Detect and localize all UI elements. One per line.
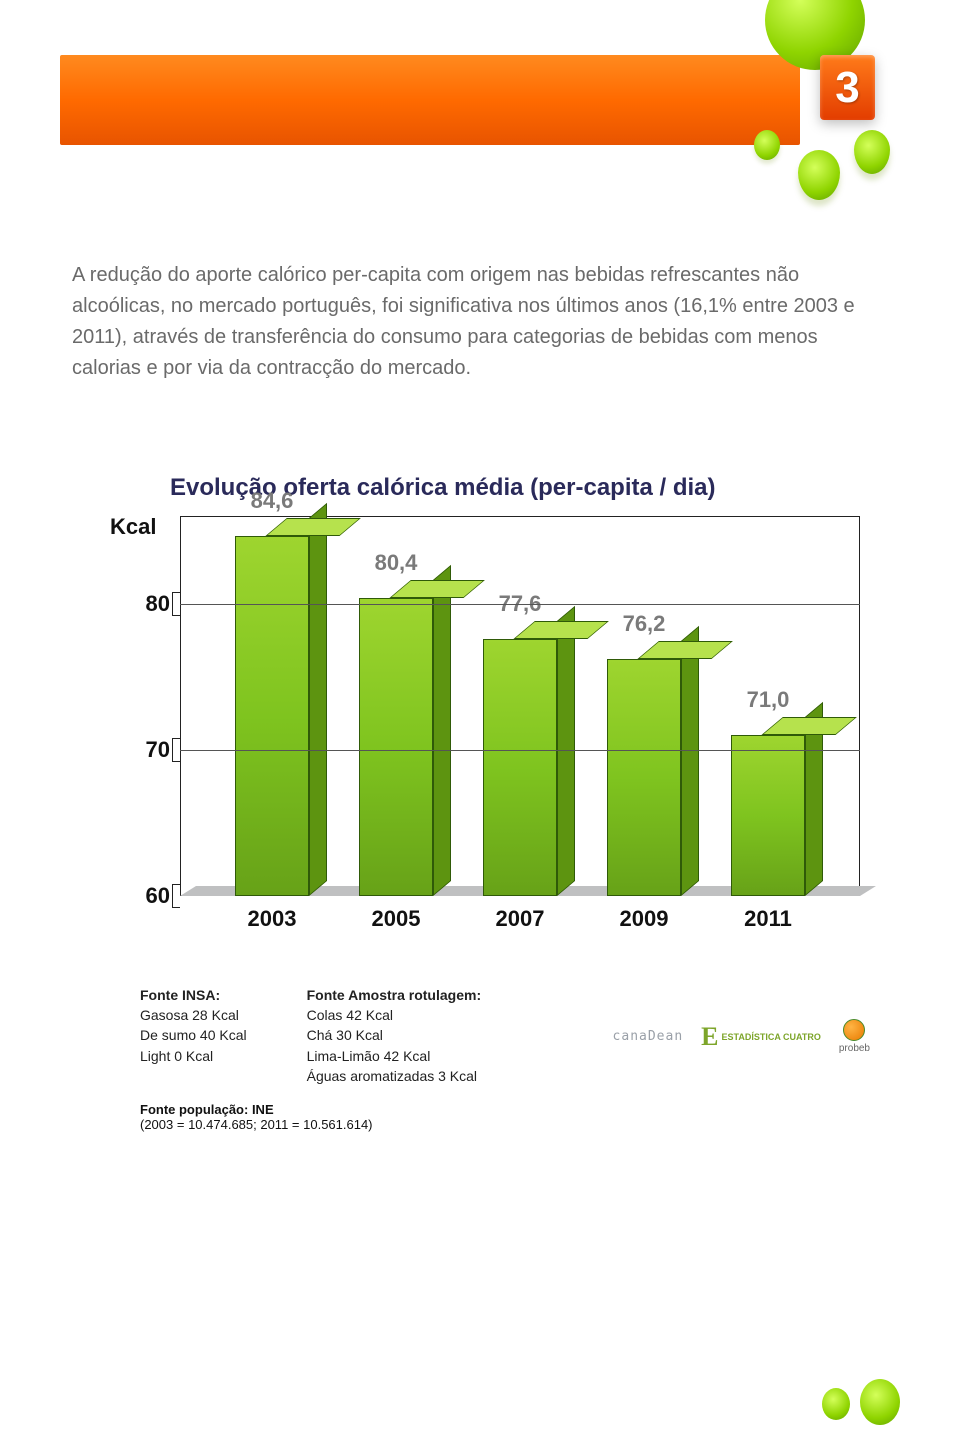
header-orange-bar	[60, 55, 800, 145]
body-paragraph: A redução do aporte calórico per-capita …	[0, 220, 960, 384]
chart-bar-value-label: 84,6	[251, 488, 294, 514]
chart-bar-front	[731, 735, 805, 896]
chart-bars: 84,6 80,4 77,6 76,2 71,0	[180, 516, 860, 896]
chart-bar-side	[309, 503, 327, 896]
chart-bar-side	[433, 565, 451, 896]
source-line: Colas 42 Kcal	[307, 1005, 482, 1025]
chart-ytick-mark	[172, 592, 180, 616]
chart-ytick-mark	[172, 884, 180, 908]
page-header: 3	[0, 0, 960, 200]
chart-bar-front	[607, 659, 681, 896]
source-line: Águas aromatizadas 3 Kcal	[307, 1066, 482, 1086]
source-line: Lima-Limão 42 Kcal	[307, 1046, 482, 1066]
chart-ytick-mark	[172, 738, 180, 762]
chart-plot-area: 84,680,477,676,271,0 607080	[180, 516, 860, 896]
chart-bar-top	[761, 717, 856, 735]
chart-bar-3d: 80,4	[359, 598, 433, 896]
chart-xlabels: 2003 2005 2007 2009 2011	[180, 896, 860, 932]
chart-bar-value-label: 80,4	[375, 550, 418, 576]
chart-bar-3d: 71,0	[731, 735, 805, 896]
source-line: Light 0 Kcal	[140, 1046, 247, 1066]
green-drop-icon	[860, 1379, 900, 1425]
estadistica-logo: E ESTADÍSTICA CUATRO	[701, 1022, 821, 1052]
chart-bar-3d: 84,6	[235, 536, 309, 896]
chart-xtick-label: 2009	[599, 906, 689, 932]
source-rotulagem: Fonte Amostra rotulagem: Colas 42 Kcal C…	[307, 987, 482, 1086]
green-drop-icon	[798, 150, 840, 200]
canadean-logo: canaDean	[613, 1029, 684, 1044]
green-drop-icon	[822, 1388, 850, 1420]
chart-gridline	[180, 604, 860, 605]
chart-bar: 77,6	[475, 639, 565, 896]
source-population: Fonte população: INE (2003 = 10.474.685;…	[140, 1102, 960, 1132]
source-line: De sumo 40 Kcal	[140, 1025, 247, 1045]
chart-bar-front	[359, 598, 433, 896]
source-line: Chá 30 Kcal	[307, 1025, 482, 1045]
green-drop-icon	[754, 130, 780, 160]
chart-bar: 71,0	[723, 735, 813, 896]
estadistica-e-icon: E	[701, 1022, 718, 1052]
chart-bar-3d: 77,6	[483, 639, 557, 896]
source-line: Gasosa 28 Kcal	[140, 1005, 247, 1025]
source-pop-heading: Fonte população: INE	[140, 1102, 960, 1117]
chart-bar-side	[681, 626, 699, 896]
source-pop-detail: (2003 = 10.474.685; 2011 = 10.561.614)	[140, 1117, 373, 1132]
page-number: 3	[835, 63, 859, 113]
green-drop-icon	[854, 130, 890, 174]
kcal-bar-chart: Evolução oferta calórica média (per-capi…	[110, 474, 870, 932]
chart-xtick-label: 2003	[227, 906, 317, 932]
chart-bar: 80,4	[351, 598, 441, 896]
estadistica-text: ESTADÍSTICA CUATRO	[722, 1032, 821, 1042]
chart-ylabel: Kcal	[110, 514, 156, 540]
chart-bar-front	[235, 536, 309, 896]
logos: canaDean E ESTADÍSTICA CUATRO probeb	[613, 987, 870, 1086]
chart-gridline	[180, 750, 860, 751]
chart-xtick-label: 2007	[475, 906, 565, 932]
probeb-circle-icon	[843, 1019, 865, 1041]
source-heading: Fonte Amostra rotulagem:	[307, 987, 482, 1003]
chart-bar-3d: 76,2	[607, 659, 681, 896]
chart-bar-value-label: 71,0	[747, 687, 790, 713]
probeb-text: probeb	[839, 1043, 870, 1054]
page-number-badge: 3	[820, 55, 875, 120]
probeb-logo: probeb	[839, 1019, 870, 1054]
chart-bar-top	[513, 621, 608, 639]
chart-bar-top	[389, 580, 484, 598]
chart-xtick-label: 2011	[723, 906, 813, 932]
source-heading: Fonte INSA:	[140, 987, 247, 1003]
sources-row: Fonte INSA: Gasosa 28 Kcal De sumo 40 Kc…	[140, 987, 960, 1086]
source-insa: Fonte INSA: Gasosa 28 Kcal De sumo 40 Kc…	[140, 987, 247, 1086]
chart-bar-value-label: 76,2	[623, 611, 666, 637]
chart-bar-top	[265, 518, 360, 536]
chart-bar: 84,6	[227, 536, 317, 896]
chart-bar-top	[637, 641, 732, 659]
chart-xtick-label: 2005	[351, 906, 441, 932]
chart-bar: 76,2	[599, 659, 689, 896]
chart-bar-front	[483, 639, 557, 896]
